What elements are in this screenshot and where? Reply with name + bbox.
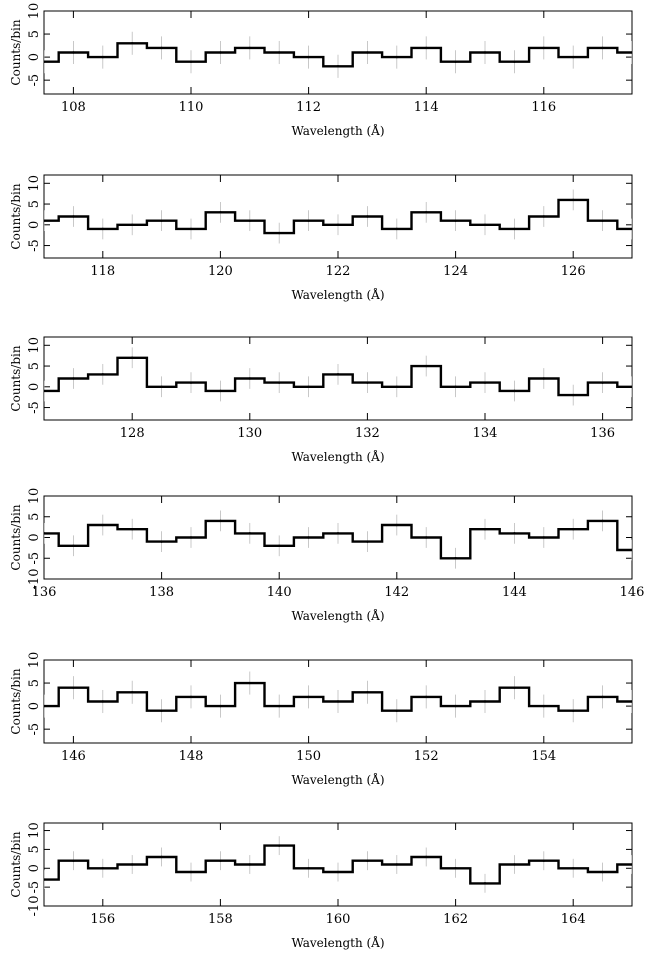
x-tick-label: 162 [443, 912, 468, 927]
counts-histogram-line [44, 844, 632, 885]
x-tick-label: 160 [326, 912, 351, 927]
y-tick-label: -5 [27, 401, 42, 414]
y-tick-label: 5 [27, 845, 42, 853]
x-tick-label: 128 [120, 426, 145, 441]
x-tick-label: 136 [32, 585, 57, 600]
counts-histogram-line [44, 519, 632, 560]
x-tick-label: 132 [355, 426, 380, 441]
y-axis-title: Counts/bin [9, 345, 23, 411]
y-tick-label: 10 [27, 3, 42, 20]
x-tick-label: 140 [267, 585, 292, 600]
y-tick-label: -5 [27, 74, 42, 87]
x-tick-label: 154 [531, 749, 556, 764]
y-axis-title: Counts/bin [9, 504, 23, 570]
panel-5: 146 148 150 152 154 -5 0 5 10 Wavelength (Å) Count… [9, 652, 633, 787]
y-tick-label: -5 [27, 881, 42, 894]
y-tick-label: 10 [27, 488, 42, 505]
y-axis-title: Counts/bin [9, 19, 23, 85]
y-tick-label: 5 [27, 362, 42, 370]
x-tick-label: 136 [590, 426, 615, 441]
x-tick-label: 144 [502, 585, 527, 600]
y-tick-label: 5 [27, 679, 42, 687]
x-tick-label: 122 [326, 264, 351, 279]
panel-3: 128 130 132 134 136 -5 0 5 10 Wavelength (Å) Count… [9, 336, 633, 464]
x-tick-label: 120 [208, 264, 233, 279]
y-axis-title: Counts/bin [9, 668, 23, 734]
x-tick-label: 146 [61, 749, 86, 764]
y-tick-label: 0 [27, 702, 42, 710]
x-tick-label: 108 [61, 100, 86, 115]
counts-histogram-line [44, 198, 632, 235]
y-tick-label: 0 [27, 53, 42, 61]
x-axis-title: Wavelength (Å) [291, 123, 384, 138]
y-tick-label: 10 [27, 175, 42, 192]
x-tick-label: 164 [561, 912, 586, 927]
x-axis-title: Wavelength (Å) [291, 449, 384, 464]
counts-histogram-line [44, 42, 632, 68]
y-tick-label: -10 [27, 896, 42, 917]
y-tick-label: -5 [27, 552, 42, 565]
x-tick-label: 148 [179, 749, 204, 764]
y-tick-label: 5 [27, 513, 42, 521]
x-axis-title: Wavelength (Å) [291, 772, 384, 787]
x-tick-label: 150 [296, 749, 321, 764]
x-tick-label: 138 [149, 585, 174, 600]
y-tick-label: 0 [27, 533, 42, 541]
y-tick-label: 10 [27, 337, 42, 354]
x-axis-title: Wavelength (Å) [291, 287, 384, 302]
x-tick-label: 158 [208, 912, 233, 927]
x-tick-label: 142 [384, 585, 409, 600]
x-tick-label: 126 [561, 264, 586, 279]
y-axis-title: Counts/bin [9, 831, 23, 897]
counts-histogram-line [44, 356, 632, 397]
x-tick-label: 152 [414, 749, 439, 764]
panel-6: 156 158 160 162 164 -10 -5 0 5 10 Wavelength (Å) Co… [9, 822, 633, 950]
y-tick-label: 5 [27, 30, 42, 38]
x-tick-label: 114 [414, 100, 439, 115]
y-axis-title: Counts/bin [9, 183, 23, 249]
y-tick-label: -10 [27, 569, 42, 590]
panel-2: 118 120 122 124 126 -5 0 5 10 Wavelength (Å) Count… [9, 174, 633, 302]
y-tick-label: 10 [27, 822, 42, 839]
x-tick-label: 124 [443, 264, 468, 279]
y-tick-label: 0 [27, 221, 42, 229]
y-tick-label: 0 [27, 383, 42, 391]
y-tick-label: -5 [27, 239, 42, 252]
x-tick-label: 116 [531, 100, 556, 115]
x-axis-title: Wavelength (Å) [291, 935, 384, 950]
counts-histogram-line [44, 681, 632, 712]
x-tick-label: 118 [90, 264, 115, 279]
x-tick-label: 130 [237, 426, 262, 441]
x-tick-label: 110 [179, 100, 204, 115]
x-tick-label: 146 [620, 585, 645, 600]
panel-4: 136 138 140 142 144 146 -10 -5 0 5 10 Wavelength (Å… [9, 488, 645, 623]
x-tick-label: 112 [296, 100, 321, 115]
x-tick-label: 134 [473, 426, 498, 441]
y-tick-label: -5 [27, 723, 42, 736]
x-axis-title: Wavelength (Å) [291, 608, 384, 623]
y-tick-label: 10 [27, 652, 42, 669]
y-tick-label: 0 [27, 864, 42, 872]
panel-1: 108 110 112 114 116 -5 0 5 10 Wavelength (Å) Count… [9, 3, 633, 138]
x-tick-label: 156 [90, 912, 115, 927]
y-tick-label: 5 [27, 200, 42, 208]
